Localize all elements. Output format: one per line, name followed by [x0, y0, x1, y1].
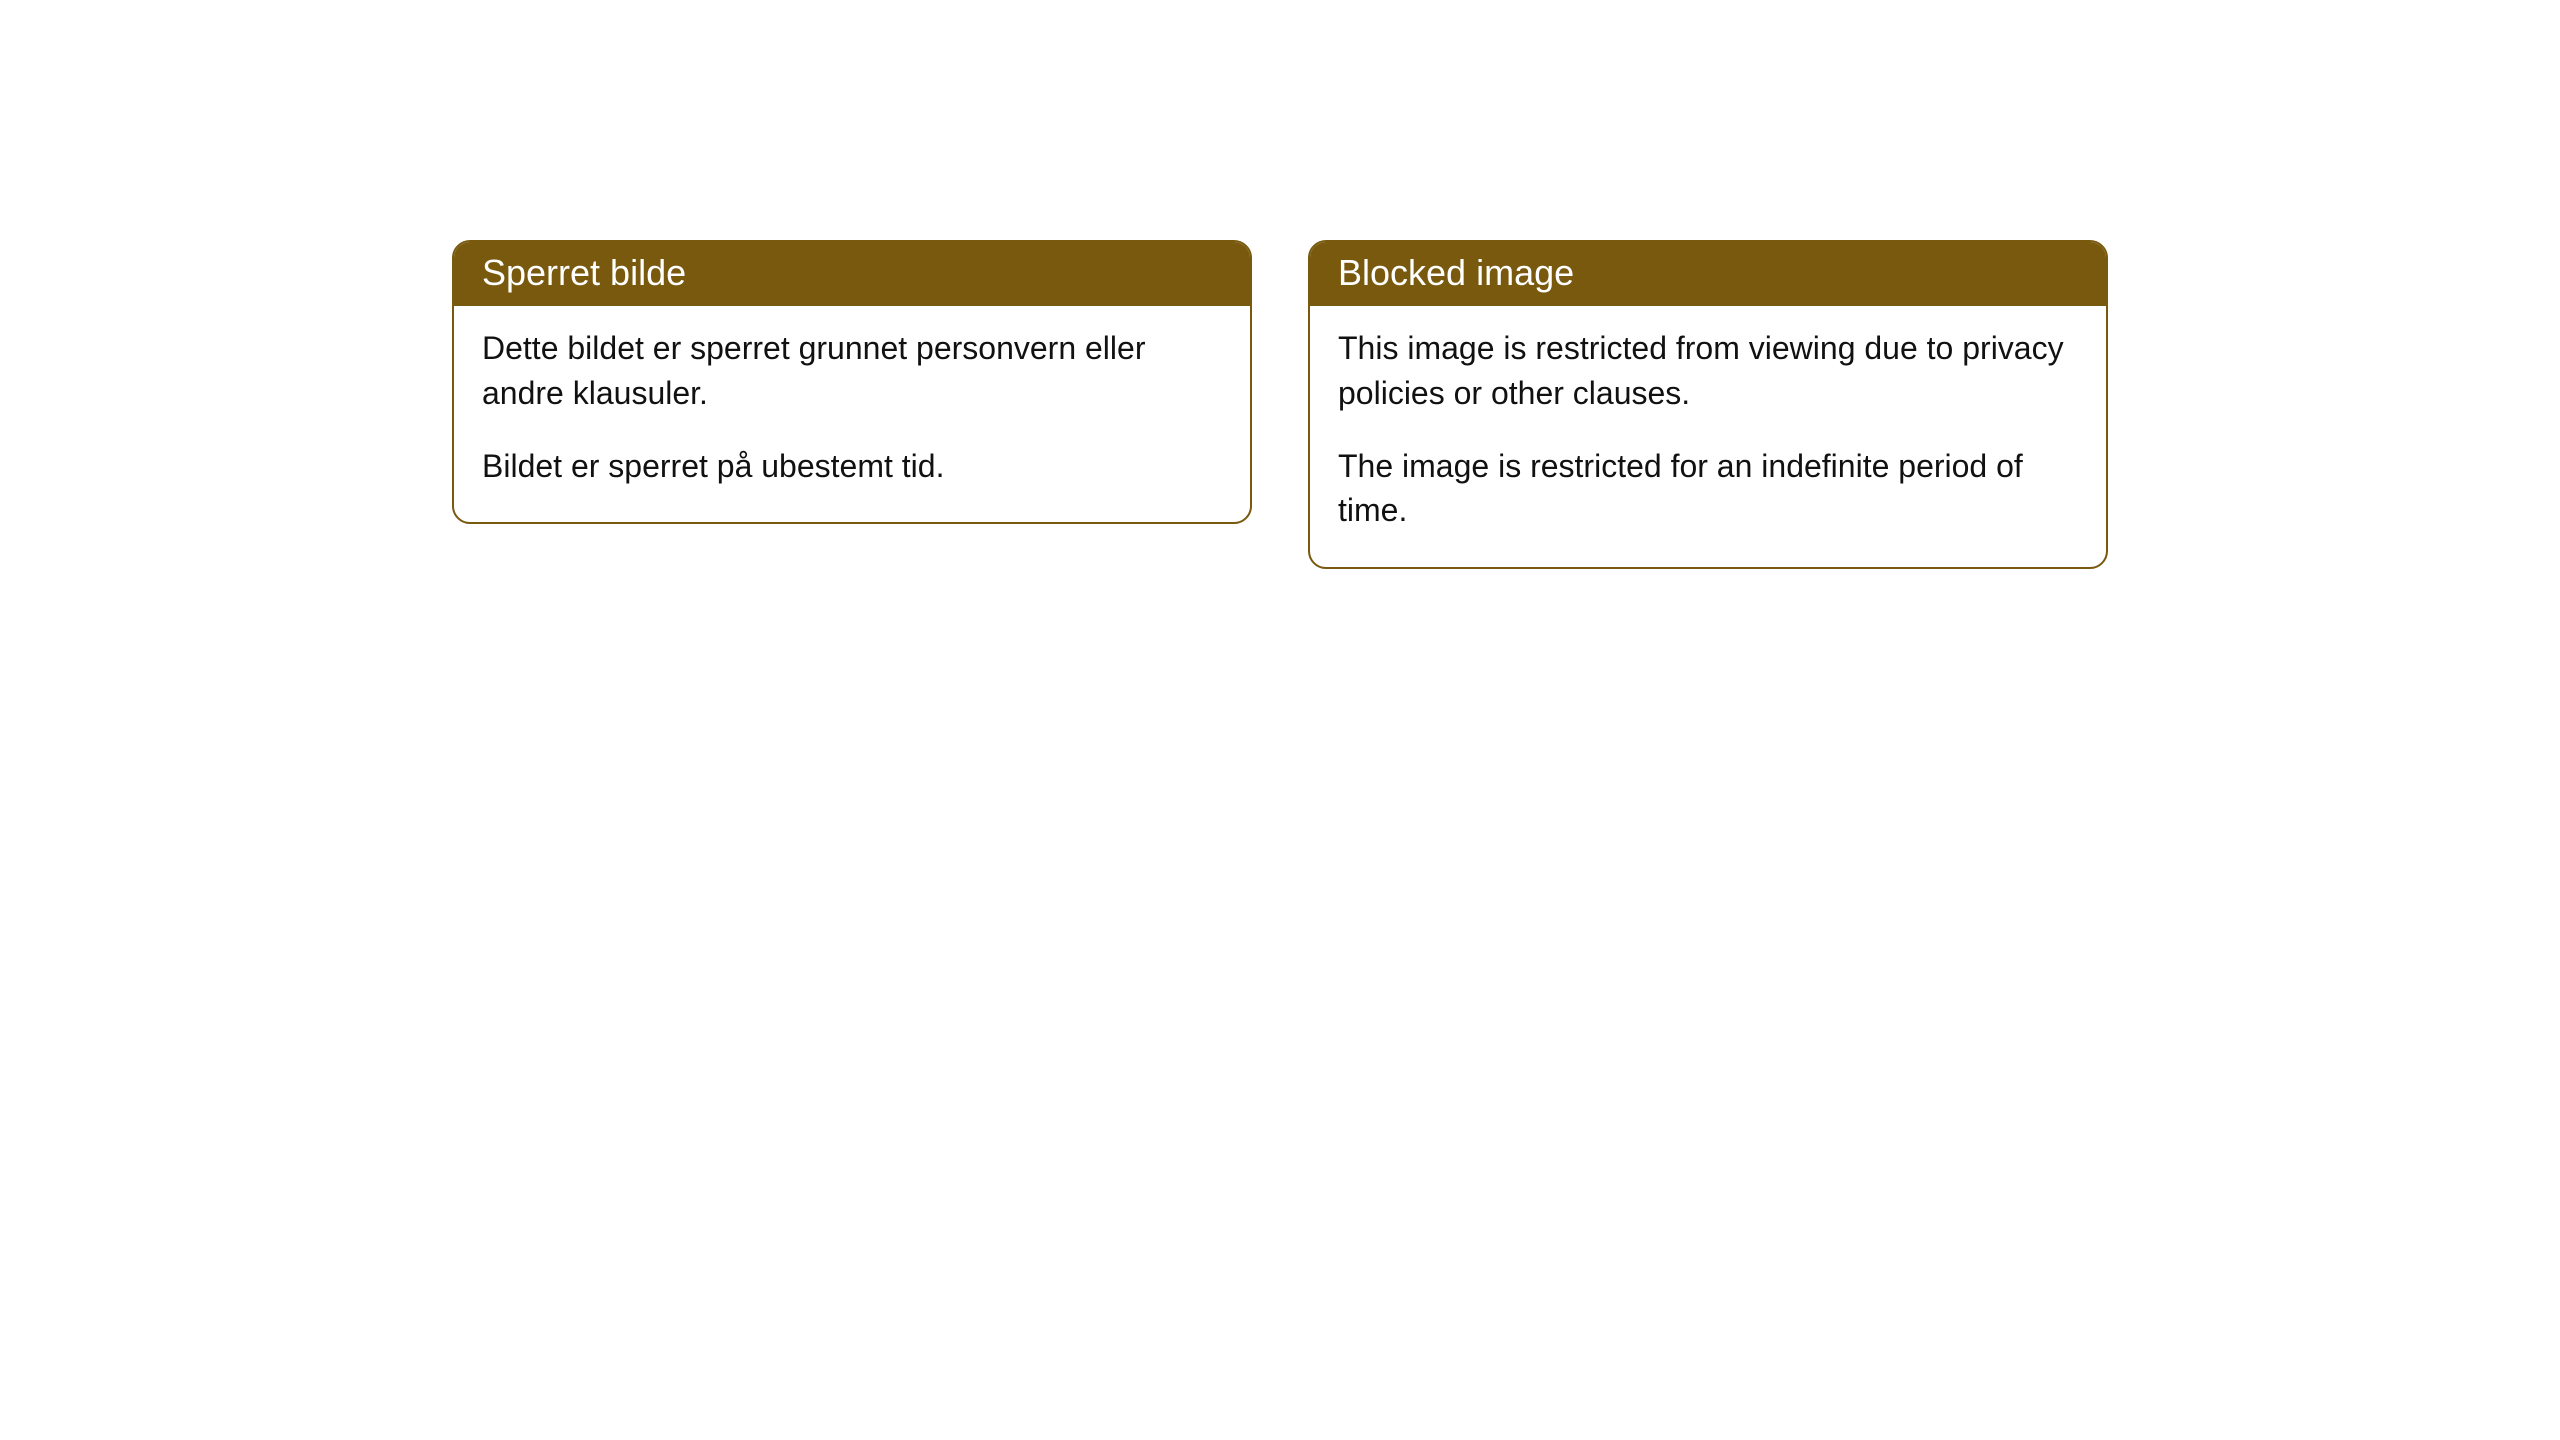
notice-paragraph: Bildet er sperret på ubestemt tid.	[482, 444, 1222, 489]
notice-card-body: Dette bildet er sperret grunnet personve…	[454, 306, 1250, 522]
notice-card-norwegian: Sperret bilde Dette bildet er sperret gr…	[452, 240, 1252, 524]
notice-paragraph: The image is restricted for an indefinit…	[1338, 444, 2078, 534]
notice-card-english: Blocked image This image is restricted f…	[1308, 240, 2108, 569]
notice-paragraph: Dette bildet er sperret grunnet personve…	[482, 326, 1222, 416]
notice-card-body: This image is restricted from viewing du…	[1310, 306, 2106, 567]
notice-card-header: Sperret bilde	[454, 242, 1250, 306]
notice-paragraph: This image is restricted from viewing du…	[1338, 326, 2078, 416]
notice-card-header: Blocked image	[1310, 242, 2106, 306]
